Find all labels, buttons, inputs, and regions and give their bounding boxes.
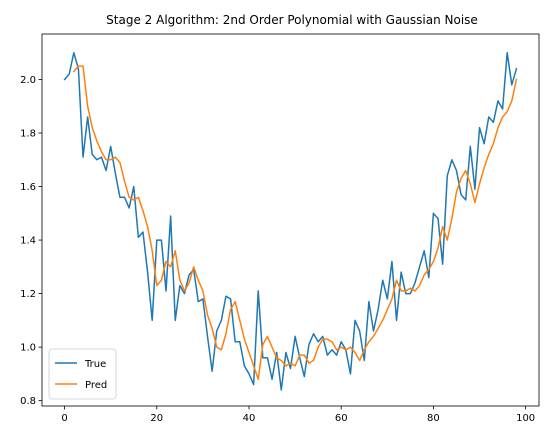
plot-frame [41, 33, 540, 407]
series-line-pred [72, 65, 518, 380]
x-tick-label: 100 [516, 413, 535, 424]
x-tick-label: 20 [150, 413, 163, 424]
y-tick-label: 1.8 [20, 129, 36, 140]
series-layer [63, 51, 518, 391]
y-tick-label: 2.0 [20, 75, 36, 86]
chart-title: Stage 2 Algorithm: 2nd Order Polynomial … [106, 13, 478, 27]
y-tick-label: 0.8 [20, 396, 36, 407]
x-axis: 0 20 40 60 80 100 [61, 406, 535, 424]
y-tick-label: 1.6 [20, 182, 36, 193]
legend: True Pred [48, 348, 117, 400]
y-tick-label: 1.2 [20, 289, 36, 300]
series-line-true [63, 51, 518, 391]
legend-label-pred: Pred [85, 380, 107, 391]
plot-area [41, 33, 540, 407]
y-tick-label: 1.4 [20, 236, 36, 247]
y-axis: 0.8 1.0 1.2 1.4 1.6 1.8 2.0 [20, 75, 42, 407]
y-tick-label: 1.0 [20, 343, 36, 354]
x-tick-label: 0 [61, 413, 67, 424]
legend-label-true: True [84, 359, 106, 370]
x-tick-label: 40 [243, 413, 256, 424]
x-tick-label: 60 [335, 413, 348, 424]
x-tick-label: 80 [427, 413, 440, 424]
legend-box [48, 348, 117, 400]
